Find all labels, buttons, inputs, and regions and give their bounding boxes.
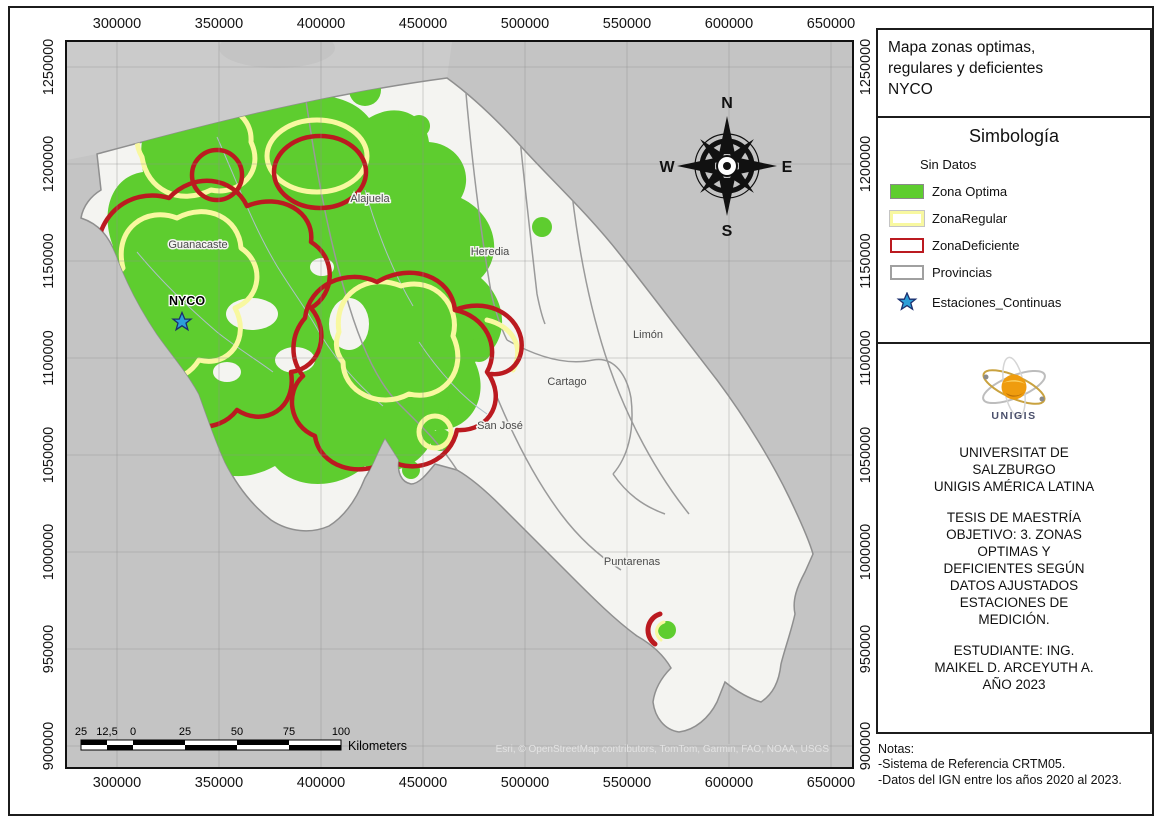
legend-item-label: Zona Optima xyxy=(932,184,1008,199)
province-label: Heredia xyxy=(471,246,510,258)
y-axis-label: 1000000 xyxy=(858,523,874,581)
university-text: UNIVERSITAT DE SALZBURGO UNIGIS AMÉRICA … xyxy=(933,445,1095,494)
side-panel: Mapa zonas optimas, regulares y deficien… xyxy=(876,28,1152,788)
y-axis-label: 1050000 xyxy=(858,426,874,484)
compass-letter-n: N xyxy=(721,95,733,112)
legend-item-label: ZonaRegular xyxy=(932,211,1008,226)
y-axis-label: 1050000 xyxy=(41,426,57,484)
scale-tick-label: 50 xyxy=(231,726,243,738)
province-label: Limón xyxy=(633,329,663,341)
x-axis-label: 400000 xyxy=(296,775,346,791)
provincias-swatch xyxy=(890,265,924,280)
scale-tick-label: 25 xyxy=(179,726,191,738)
map-title: Mapa zonas optimas, regulares y deficien… xyxy=(888,39,1044,98)
scale-unit-label: Kilometers xyxy=(348,739,407,753)
compass-rose-icon: N E S W xyxy=(659,95,792,240)
x-axis-label: 300000 xyxy=(92,775,142,791)
legend-item-label: Estaciones_Continuas xyxy=(932,294,1062,310)
x-axis-label: 450000 xyxy=(398,775,448,791)
x-axis-label: 650000 xyxy=(806,775,856,791)
province-label: Puntarenas xyxy=(604,556,661,568)
province-label: Guanacaste xyxy=(168,239,227,251)
province-label: Cartago xyxy=(547,376,586,388)
legend-item-zona-optima: Zona Optima xyxy=(890,184,1138,199)
y-axis-label: 950000 xyxy=(858,624,874,674)
legend-item-zona-deficiente: ZonaDeficiente xyxy=(890,238,1138,253)
unigis-logo: UNIGIS xyxy=(878,352,1150,430)
zona-regular-swatch xyxy=(890,211,924,226)
map-frame: Guanacaste Alajuela Heredia Limón Cartag… xyxy=(65,28,854,769)
scale-tick-label: 25 xyxy=(75,726,87,738)
map-title-box: Mapa zonas optimas, regulares y deficien… xyxy=(876,28,1152,118)
map-attribution: Esri, © OpenStreetMap contributors, TomT… xyxy=(496,744,830,755)
unigis-logo-text: UNIGIS xyxy=(991,410,1036,422)
y-axis-label: 900000 xyxy=(41,721,57,771)
legend-item-provincias: Provincias xyxy=(890,265,1138,280)
y-axis-label: 1100000 xyxy=(41,330,57,386)
x-axis-label: 400000 xyxy=(296,16,346,32)
nyco-station-label: NYCO xyxy=(169,294,205,308)
zona-deficiente-swatch xyxy=(890,238,924,253)
x-axis-label: 300000 xyxy=(92,16,142,32)
x-axis-label: 450000 xyxy=(398,16,448,32)
x-axis-label: 550000 xyxy=(602,775,652,791)
y-axis-label: 1100000 xyxy=(858,330,874,386)
legend-item-label: Provincias xyxy=(932,265,992,280)
scale-tick-label: 0 xyxy=(130,726,136,738)
legend-item-zona-regular: ZonaRegular xyxy=(890,211,1138,226)
map-canvas: Guanacaste Alajuela Heredia Limón Cartag… xyxy=(67,28,852,767)
credits-box: UNIGIS UNIVERSITAT DE SALZBURGO UNIGIS A… xyxy=(876,342,1152,734)
scale-tick-label: 75 xyxy=(283,726,295,738)
x-axis-label: 350000 xyxy=(194,775,244,791)
y-axis-label: 1200000 xyxy=(41,135,57,193)
thesis-text: TESIS DE MAESTRÍA OBJETIVO: 3. ZONAS OPT… xyxy=(943,510,1085,627)
notes-text: Notas: -Sistema de Referencia CRTM05. -D… xyxy=(878,742,1122,787)
x-axis-label: 600000 xyxy=(704,16,754,32)
province-label: San José xyxy=(477,420,523,432)
legend-box: Simbología Sin Datos Zona Optima ZonaReg… xyxy=(876,116,1152,344)
nicaragua-area xyxy=(67,42,452,160)
legend-item-sin-datos: Sin Datos xyxy=(920,157,1138,172)
x-axis-label: 350000 xyxy=(194,16,244,32)
zona-optima-swatch xyxy=(890,184,924,199)
y-axis-label: 1250000 xyxy=(41,38,57,96)
province-label: Alajuela xyxy=(350,193,390,205)
y-axis-label: 1000000 xyxy=(41,523,57,581)
x-axis-label: 550000 xyxy=(602,16,652,32)
station-star-icon xyxy=(890,292,924,312)
y-axis-label: 1150000 xyxy=(41,233,57,289)
y-axis-label: 950000 xyxy=(41,624,57,674)
student-text: ESTUDIANTE: ING. MAIKEL D. ARCEYUTH A. A… xyxy=(934,643,1094,692)
x-axis-label: 600000 xyxy=(704,775,754,791)
graticule-grid xyxy=(67,42,852,767)
compass-letter-s: S xyxy=(722,223,733,240)
scale-bar: 25 12,5 0 25 50 75 100 Kilometers xyxy=(75,726,407,753)
compass-letter-e: E xyxy=(782,159,793,176)
scale-tick-label: 12,5 xyxy=(96,726,117,738)
nyco-station-star-icon xyxy=(171,310,193,332)
y-axis-label: 1150000 xyxy=(858,233,874,289)
legend-item-estaciones-continuas: Estaciones_Continuas xyxy=(890,292,1138,312)
scale-tick-label: 100 xyxy=(332,726,350,738)
y-axis-label: 1200000 xyxy=(858,135,874,193)
y-axis-label: 900000 xyxy=(858,721,874,771)
legend-item-label: Sin Datos xyxy=(920,157,977,172)
x-axis-label: 650000 xyxy=(806,16,856,32)
compass-letter-w: W xyxy=(659,159,675,176)
x-axis-label: 500000 xyxy=(500,775,550,791)
globe-icon xyxy=(1001,374,1027,400)
legend-item-label: ZonaDeficiente xyxy=(932,238,1020,253)
x-axis-label: 500000 xyxy=(500,16,550,32)
legend-title: Simbología xyxy=(968,126,1060,146)
y-axis-label: 1250000 xyxy=(858,38,874,96)
